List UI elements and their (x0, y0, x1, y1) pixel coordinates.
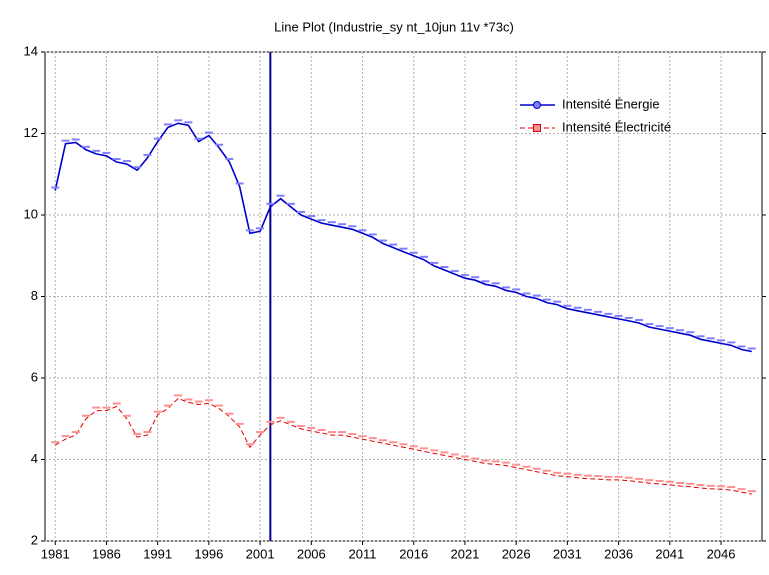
x-tick-label: 2001 (246, 546, 275, 561)
x-tick-label: 2016 (399, 546, 428, 561)
y-tick-label: 2 (31, 532, 38, 547)
x-tick-label: 2031 (553, 546, 582, 561)
x-tick-label: 2021 (450, 546, 479, 561)
x-tick-label: 1981 (41, 546, 70, 561)
legend-marker (533, 124, 541, 132)
x-tick-label: 2041 (655, 546, 684, 561)
x-tick-label: 1996 (194, 546, 223, 561)
y-tick-label: 12 (24, 125, 38, 140)
x-tick-label: 2036 (604, 546, 633, 561)
x-tick-label: 2046 (707, 546, 736, 561)
y-tick-label: 8 (31, 288, 38, 303)
y-tick-label: 10 (24, 206, 38, 221)
legend-label: Intensité Énergie (562, 96, 660, 111)
y-tick-label: 4 (31, 451, 38, 466)
x-tick-label: 1986 (92, 546, 121, 561)
x-tick-label: 1991 (143, 546, 172, 561)
y-tick-label: 14 (24, 43, 38, 58)
y-tick-label: 6 (31, 369, 38, 384)
chart-title: Line Plot (Industrie_sy nt_10jun 11v *73… (274, 19, 514, 34)
legend-label: Intensité Électricité (562, 119, 671, 134)
series-line (54, 122, 752, 353)
x-tick-label: 2026 (502, 546, 531, 561)
x-tick-label: 2006 (297, 546, 326, 561)
legend-marker (533, 101, 541, 109)
x-tick-label: 2011 (349, 546, 377, 561)
